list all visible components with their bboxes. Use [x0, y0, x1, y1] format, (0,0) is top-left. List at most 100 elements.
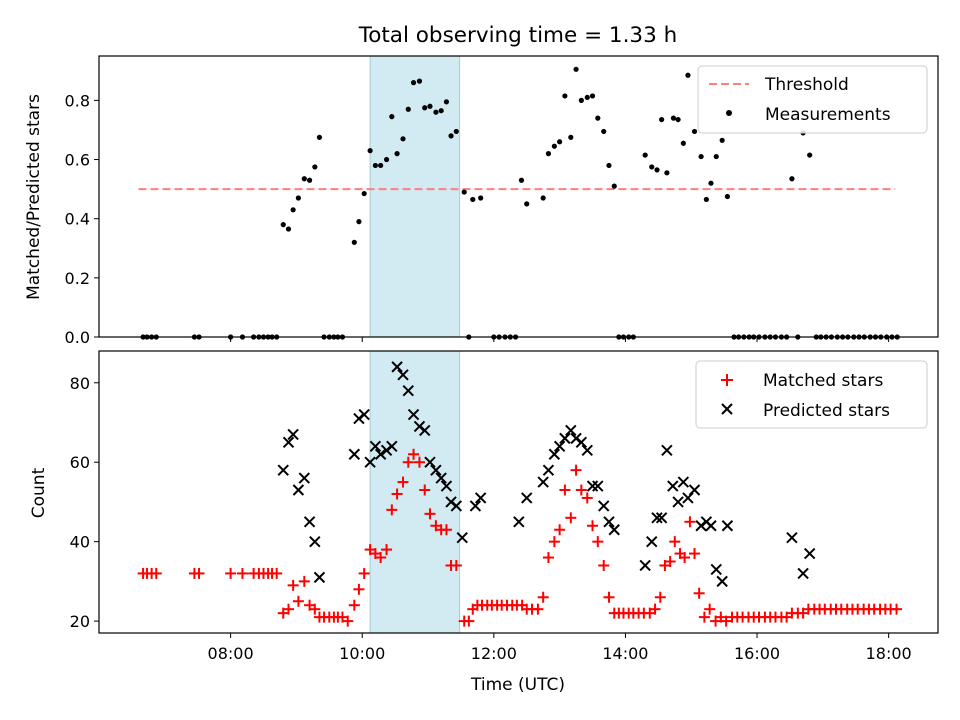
measurement-point [285, 226, 292, 232]
measurement-point [316, 134, 323, 140]
legend-top-frame [697, 65, 928, 134]
panel-top-x-ticks [230, 337, 890, 342]
matched-star-marker [463, 615, 475, 627]
chart-title: Total observing time = 1.33 h [358, 23, 678, 48]
predicted-star-marker [303, 516, 316, 528]
measurement-point [443, 99, 450, 105]
measurement-point [807, 152, 813, 158]
predicted-star-marker [282, 436, 295, 449]
x-tick-label: 18:00 [866, 644, 912, 663]
measurement-point [654, 167, 660, 173]
x-tick-label: 12:00 [471, 644, 517, 663]
measurement-point [659, 116, 665, 123]
predicted-star-marker [469, 500, 482, 512]
predicted-star-marker [565, 424, 577, 437]
panel-bottom-highlight-span [369, 350, 461, 634]
matched-star-marker [424, 508, 436, 520]
predicted-star-marker [797, 567, 809, 580]
predicted-star-marker [456, 531, 468, 544]
matched-star-marker [292, 595, 304, 607]
measurement-point [518, 177, 525, 183]
panel-top-y-axis: 0.0 0.2 0.4 0.6 0.8 [65, 91, 99, 347]
measurement-point [670, 115, 677, 121]
predicted-star-marker [513, 516, 525, 528]
y-tick-label: 0.2 [65, 269, 90, 288]
x-tick-label: 08:00 [208, 644, 254, 663]
x-tick-label: 10:00 [339, 644, 385, 663]
predicted-star-marker [287, 428, 299, 441]
predicted-star-marker [688, 484, 701, 496]
matched-star-marker [440, 524, 452, 536]
measurement-point [383, 156, 390, 163]
measurement-point [290, 207, 296, 213]
matched-star-marker [402, 456, 414, 468]
measurement-point [589, 93, 596, 99]
measurement-point [478, 195, 484, 201]
matched-star-marker [565, 512, 577, 524]
matched-star-marker [554, 524, 566, 536]
predicted-star-marker [348, 448, 361, 460]
measurement-point [573, 66, 579, 72]
matched-star-marker [649, 603, 661, 615]
measurement-point [698, 153, 704, 160]
measurement-point [461, 189, 467, 195]
measurement-point [557, 139, 563, 145]
predicted-star-marker [386, 440, 398, 453]
measurement-point [611, 183, 617, 189]
measurement-point [649, 164, 655, 170]
measurement-point [422, 105, 428, 111]
measurement-point [713, 153, 719, 160]
y-tick-label: 0.8 [65, 91, 90, 110]
matched-star-marker [598, 559, 610, 571]
y-tick-label: 20 [70, 612, 90, 631]
matched-star-marker [698, 611, 710, 623]
matched-star-marker [236, 567, 248, 579]
y-tick-label: 80 [70, 374, 90, 393]
predicted-star-marker [402, 385, 414, 397]
predicted-star-marker [721, 520, 734, 532]
measurement-point [427, 103, 433, 109]
predicted-star-marker [646, 535, 658, 548]
measurement-point [578, 97, 584, 103]
matched-star-marker [342, 615, 354, 627]
y-tick-label: 0.0 [65, 328, 90, 347]
matched-star-marker [693, 587, 705, 599]
matched-star-marker [375, 552, 387, 564]
predicted-star-marker [553, 440, 566, 453]
measurement-point [280, 222, 286, 228]
measurement-point [394, 151, 400, 157]
matched-star-marker [689, 548, 701, 560]
measurement-point [708, 180, 714, 186]
predicted-star-marker [435, 472, 447, 484]
matched-star-marker [287, 579, 299, 591]
measurement-point [545, 151, 552, 157]
measurement-point [595, 115, 601, 121]
matched-star-marker [450, 559, 462, 571]
matched-star-marker [381, 544, 393, 556]
predicted-star-marker [313, 571, 326, 584]
predicted-star-marker [548, 448, 561, 460]
matched-star-marker [298, 575, 310, 587]
predicted-star-marker [651, 512, 663, 524]
matched-star-marker [386, 504, 398, 516]
predicted-star-marker [705, 520, 717, 532]
matched-star-marker [358, 567, 370, 579]
panel-top-highlight-span [369, 55, 461, 338]
legend-matched-label: Matched stars [763, 371, 883, 391]
legend-measurements-swatch [726, 110, 732, 116]
matched-star-marker [532, 603, 544, 615]
measurement-point [372, 162, 378, 169]
matched-star-marker [720, 615, 732, 627]
measurement-point [470, 196, 476, 203]
predicted-star-marker [710, 563, 722, 576]
measurement-point [351, 239, 357, 245]
matched-star-marker [225, 567, 237, 579]
x-tick-label: 16:00 [734, 644, 780, 663]
panel-bottom-x-axis: 08:00 10:00 12:00 14:00 16:00 18:00 [208, 633, 912, 663]
matched-star-marker [559, 484, 571, 496]
measurement-point [453, 128, 459, 135]
matched-star-marker [150, 567, 162, 579]
legend-measurements-label: Measurements [765, 105, 891, 125]
matched-star-marker [348, 599, 360, 611]
